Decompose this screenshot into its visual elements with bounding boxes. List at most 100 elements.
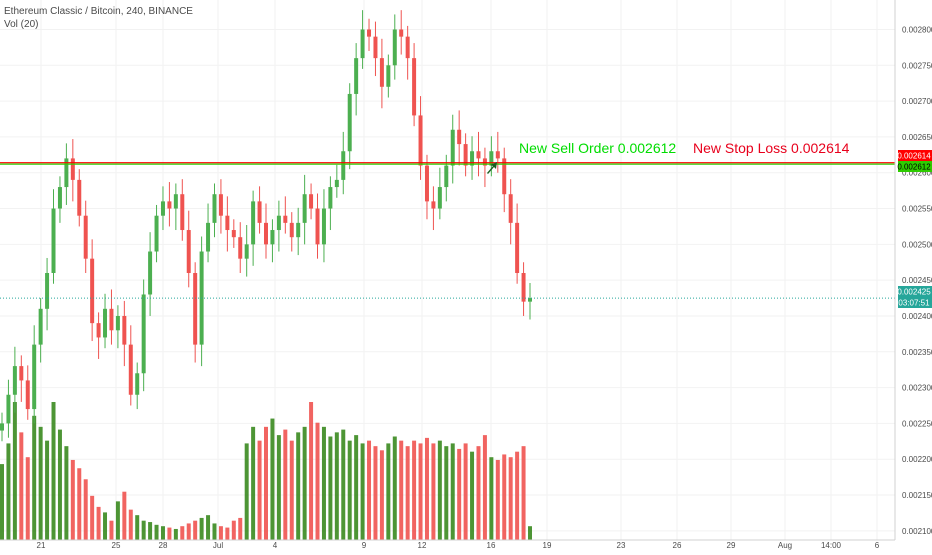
volume-bar	[341, 429, 346, 540]
candle-body	[367, 29, 372, 37]
volume-bar	[347, 440, 352, 540]
volume-bar	[57, 429, 62, 540]
candle-body	[25, 380, 30, 410]
candle-body	[270, 230, 275, 245]
volume-bar	[405, 446, 410, 540]
time-axis: 21 25 28 Jul 4 9 12 16 19 23 26 29 Aug 14:00 6	[0, 539, 895, 550]
time-tick-label: 16	[487, 541, 496, 550]
volume-bar	[6, 443, 11, 540]
time-axis-ticks: 21 25 28 Jul 4 9 12 16 19 23 26 29 Aug 14:00 6	[37, 541, 880, 550]
candle-body	[12, 366, 17, 395]
time-tick-label: 12	[418, 541, 427, 550]
volume-bar	[431, 443, 436, 540]
volume-bar	[186, 523, 191, 540]
candle-body	[225, 215, 230, 231]
volume-bar	[180, 526, 185, 540]
time-tick-label: 6	[875, 541, 880, 550]
volume-bar	[251, 426, 256, 540]
candle-body	[0, 423, 4, 431]
candle-body	[296, 222, 301, 238]
candle-body	[495, 151, 500, 159]
candle-body	[354, 58, 359, 94]
volume-bar	[399, 440, 404, 540]
volume-bar	[109, 520, 114, 540]
volume-bar	[212, 523, 217, 540]
volume-bar	[160, 526, 165, 540]
volume-bar	[135, 515, 140, 540]
candle-body	[418, 115, 423, 166]
volume-bar	[257, 440, 262, 540]
volume-bar	[0, 464, 4, 540]
volume-bar	[25, 457, 30, 540]
volume-bar	[444, 446, 449, 540]
candle-body	[373, 36, 378, 59]
candle-body	[392, 29, 397, 66]
last-price-tag	[898, 286, 932, 297]
volume-bar	[528, 526, 532, 540]
volume-bar	[115, 501, 120, 540]
volume-bar	[289, 440, 294, 540]
volume-bar	[32, 415, 37, 540]
candle-body	[77, 179, 82, 216]
volume-bar	[463, 443, 468, 540]
candle-body	[96, 323, 101, 338]
volume-bar	[225, 527, 230, 540]
volume-bar	[238, 517, 243, 540]
candle-body	[347, 93, 352, 152]
candle-body	[173, 194, 178, 209]
time-tick-label: Jul	[213, 541, 223, 550]
level-lines	[0, 162, 895, 299]
volume-bar	[231, 520, 236, 540]
volume-bar	[296, 432, 301, 540]
candle-body	[6, 394, 11, 424]
arrow-icon	[487, 162, 497, 174]
candle-body	[160, 201, 165, 216]
candle-body	[276, 215, 281, 231]
time-tick-label: 4	[273, 541, 278, 550]
candle-body	[167, 201, 172, 209]
candle-body	[51, 208, 56, 273]
volume-bar	[424, 437, 429, 540]
candle-body	[302, 194, 307, 223]
candle-body	[193, 273, 198, 345]
candle-body	[128, 344, 133, 395]
volume-bar	[470, 451, 475, 540]
candle-body	[109, 308, 114, 331]
volume-bar	[437, 440, 442, 540]
volume-bar	[64, 446, 69, 540]
time-tick-label: Aug	[778, 541, 792, 550]
volume-bar	[495, 459, 500, 540]
volume-bar	[128, 509, 133, 540]
volume-bar	[373, 446, 378, 540]
candle-body	[218, 194, 223, 216]
volume-bar	[302, 426, 307, 540]
candle-body	[19, 366, 24, 381]
volume-bar	[148, 522, 153, 540]
candle-body	[334, 179, 339, 188]
volume-bar	[199, 517, 204, 540]
candle-body	[238, 237, 243, 259]
candles	[0, 10, 532, 442]
candle-body	[521, 273, 526, 302]
volume-bar	[354, 435, 359, 540]
candle-body	[283, 215, 288, 223]
candle-body	[482, 158, 487, 166]
volume-bar	[283, 429, 288, 540]
candle-body	[64, 158, 69, 188]
volume-bar	[515, 451, 520, 540]
volume-bar	[270, 418, 275, 540]
volume-bar	[450, 443, 455, 540]
time-tick-label: 26	[673, 541, 682, 550]
candle-body	[528, 298, 532, 302]
volume-bar	[412, 440, 417, 540]
candle-body	[70, 158, 75, 180]
candle-body	[251, 201, 256, 245]
sell-order-tag	[898, 161, 932, 172]
candle-body	[244, 244, 249, 259]
